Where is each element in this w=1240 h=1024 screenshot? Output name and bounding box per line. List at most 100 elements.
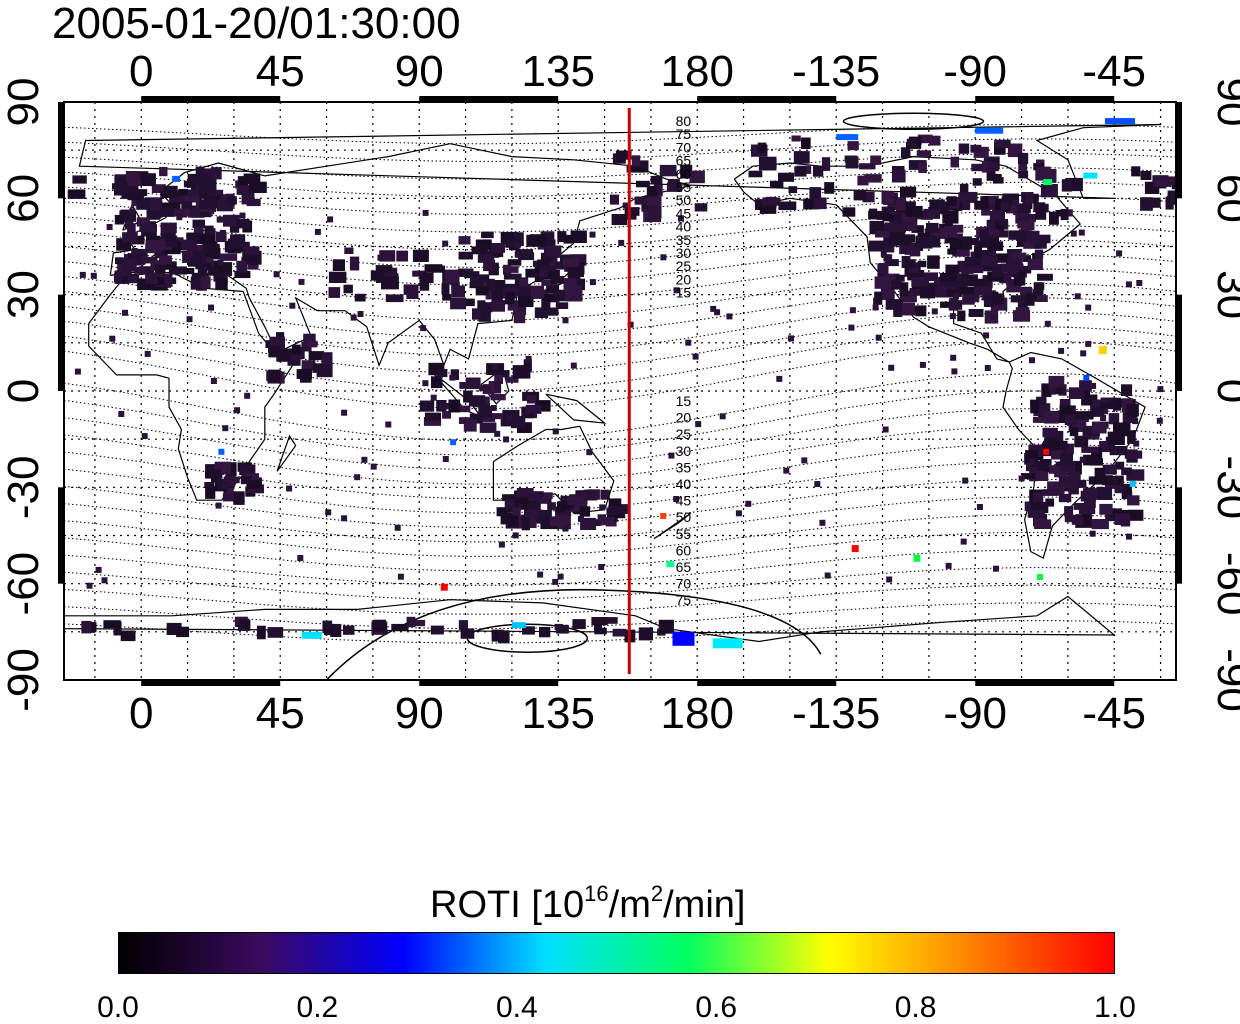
roti-cell (958, 143, 970, 154)
roti-cell (1060, 453, 1073, 466)
roti-cell (567, 496, 585, 506)
roti-cell (1084, 496, 1096, 508)
roti-cell (301, 360, 316, 371)
roti-cell (204, 225, 214, 239)
roti-cell (269, 336, 285, 346)
roti-cell (219, 229, 226, 236)
roti-cell (1029, 357, 1035, 364)
roti-cell (875, 231, 890, 238)
roti-cell (1099, 441, 1113, 453)
frame-bar-right (1176, 294, 1182, 391)
colorbar-title-area-exponent: 2 (650, 881, 664, 906)
roti-cell (1100, 402, 1118, 409)
roti-cell (762, 197, 781, 206)
roti-cell (1064, 414, 1077, 425)
contour-line (64, 297, 1176, 357)
roti-cell (845, 156, 859, 169)
roti-cell (1154, 180, 1172, 187)
roti-cell (354, 474, 361, 481)
roti-cell (926, 222, 939, 233)
roti-cell (539, 626, 551, 638)
longitude-label-top: -135 (792, 47, 880, 96)
roti-cell (1011, 199, 1018, 206)
roti-cell (1109, 446, 1128, 456)
roti-cell (95, 566, 102, 573)
roti-cell (900, 186, 917, 198)
roti-cell (975, 278, 988, 288)
roti-cell (876, 213, 886, 220)
frame-bar-bottom (141, 680, 281, 686)
roti-cell (905, 205, 923, 217)
roti-cell (370, 463, 377, 470)
roti-cell (464, 271, 480, 279)
roti-cell (211, 189, 224, 197)
roti-cell (478, 406, 492, 418)
roti-cell (570, 230, 587, 243)
roti-cell (419, 400, 435, 412)
roti-cell (554, 261, 564, 269)
roti-cell (324, 628, 335, 636)
roti-cell (1136, 280, 1143, 286)
colorbar-title: ROTI [1016/m2/min] (430, 872, 745, 927)
roti-cell (599, 504, 606, 511)
contour-label: 70 (676, 576, 692, 592)
roti-cell (1125, 281, 1132, 288)
roti-cell (927, 255, 940, 269)
roti-cell (949, 237, 963, 250)
roti-cell (880, 251, 887, 258)
contour-label: 55 (676, 179, 692, 195)
roti-cell (748, 170, 763, 178)
roti-cell (951, 368, 958, 375)
roti-cell (223, 476, 240, 484)
roti-cell (956, 233, 963, 240)
roti-cell (945, 264, 960, 274)
contour-line (64, 602, 1176, 630)
roti-cell (1034, 516, 1045, 528)
roti-cell (759, 203, 777, 214)
roti-cell (996, 219, 1008, 226)
coastline (78, 123, 1161, 199)
roti-cell (600, 489, 610, 500)
roti-cell (322, 620, 333, 634)
roti-cell (988, 229, 1000, 237)
roti-cell (1080, 490, 1097, 502)
roti-cell (904, 221, 917, 231)
roti-cell (453, 405, 471, 413)
roti-cell (125, 171, 140, 183)
roti-cell (481, 231, 494, 239)
roti-cell (187, 246, 197, 258)
roti-cell (114, 214, 124, 225)
roti-cell (212, 260, 223, 272)
roti-cell (911, 276, 930, 287)
roti-cell (403, 284, 419, 295)
roti-cell (430, 625, 444, 635)
roti-cell (1042, 427, 1058, 438)
roti-cell (237, 176, 249, 188)
roti-cell (267, 627, 284, 638)
roti-cell (990, 314, 997, 320)
roti-cell (689, 170, 705, 184)
roti-cell (673, 287, 680, 294)
roti-cell (1044, 411, 1059, 424)
roti-cell (908, 160, 927, 170)
roti-cell (1108, 413, 1120, 425)
roti-cell (872, 304, 879, 311)
roti-cell (521, 516, 530, 531)
roti-cell (513, 305, 527, 316)
roti-cell (991, 263, 1003, 278)
roti-cell (550, 516, 561, 526)
roti-cell (176, 214, 183, 221)
roti-cell (886, 576, 893, 583)
roti-cell (962, 292, 975, 305)
roti-cell (598, 564, 605, 570)
roti-cell (490, 394, 506, 401)
roti-cell (525, 355, 532, 362)
roti-cell (448, 399, 461, 413)
roti-cell (882, 426, 889, 433)
roti-cell (437, 369, 448, 378)
roti-cell (673, 496, 680, 502)
roti-cell (868, 240, 886, 252)
contour-label: 80 (676, 113, 692, 129)
contour-label: 35 (676, 459, 692, 475)
contour-line (64, 461, 1176, 514)
